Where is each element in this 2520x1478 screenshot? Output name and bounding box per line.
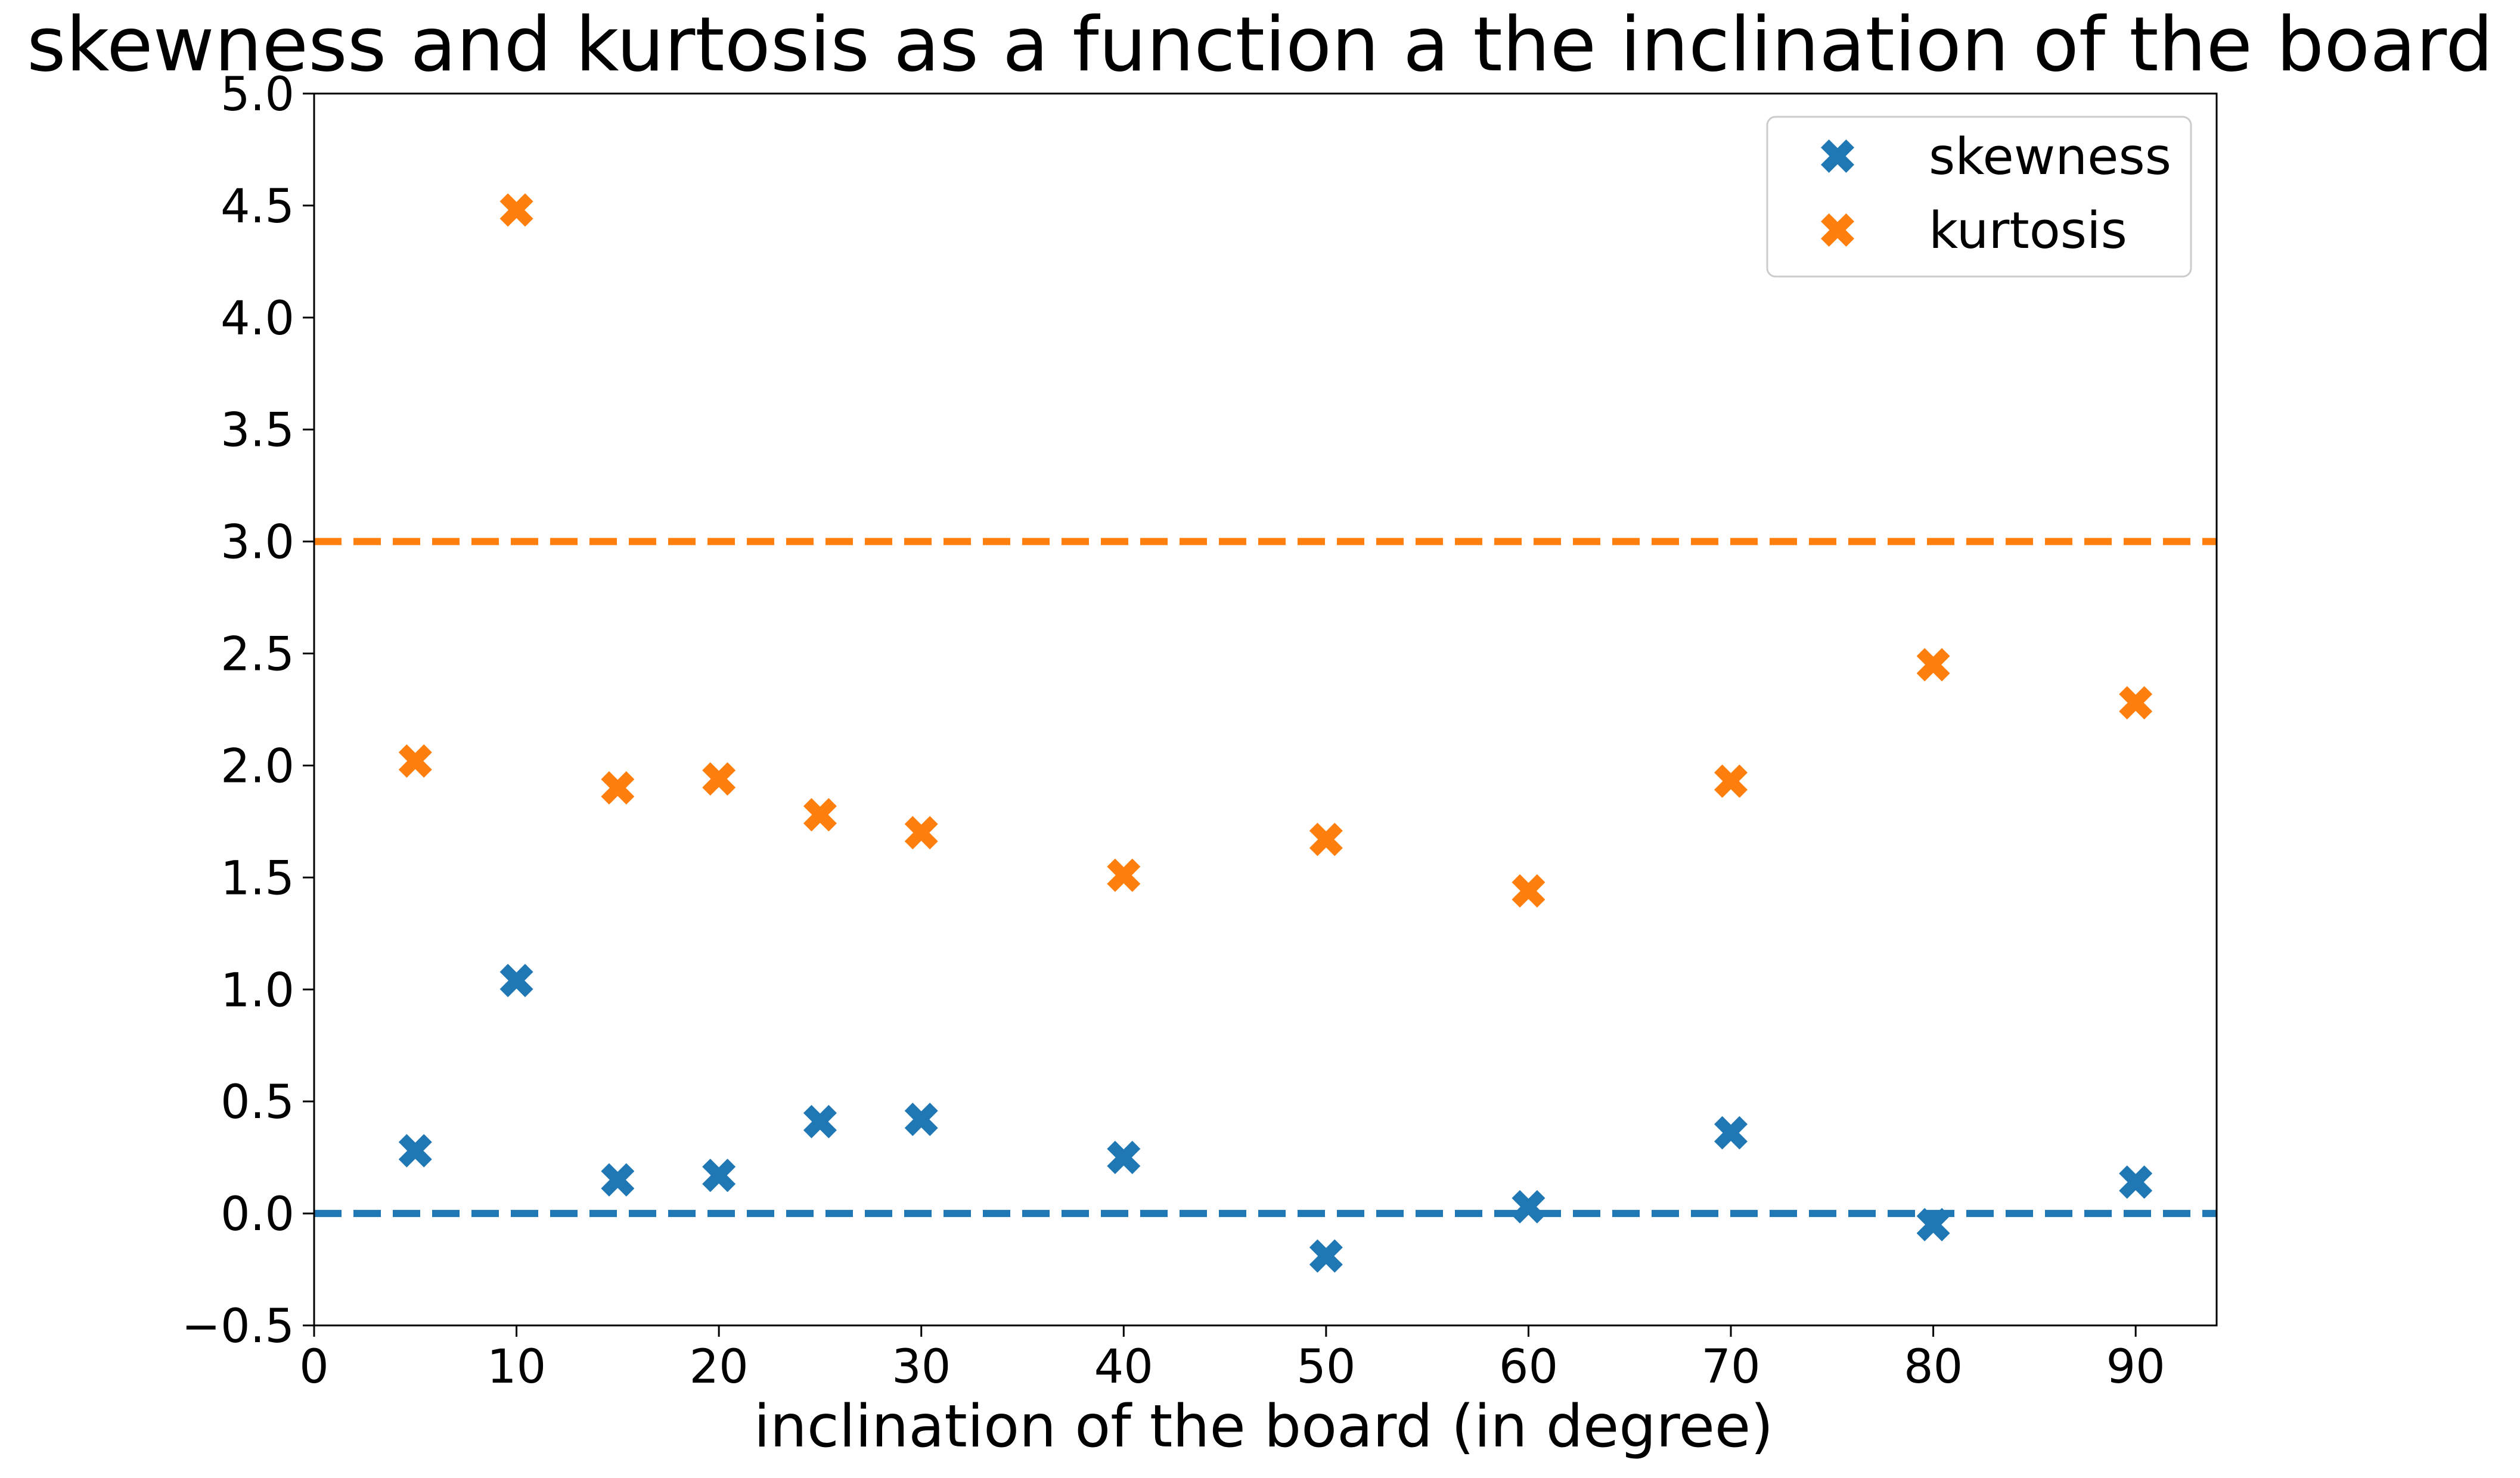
skewness-point-bar-b [904, 1103, 938, 1137]
y-tick-label: 1.5 [221, 852, 294, 905]
kurtosis-point-bar-b [1512, 874, 1545, 908]
skewness-point-bar-b [1107, 1141, 1141, 1175]
y-tick-label: −0.5 [182, 1300, 294, 1353]
y-tick-label: 2.0 [221, 740, 294, 793]
kurtosis-point-bar-b [1714, 764, 1748, 798]
kurtosis-point [1107, 858, 1141, 892]
skewness-point-bar-b [601, 1163, 635, 1197]
kurtosis-point [702, 762, 736, 796]
skewness-point-bar-b [702, 1159, 736, 1193]
legend-label-skewness: skewness [1929, 128, 2171, 187]
kurtosis-point-bar-b [904, 816, 938, 850]
legend-marker-skewness-bar-b [1820, 139, 1855, 173]
x-tick-label: 70 [1701, 1340, 1760, 1394]
skewness-point [1309, 1239, 1343, 1273]
skewness-point [2119, 1165, 2153, 1199]
kurtosis-point [2119, 686, 2153, 720]
skewness-point [904, 1103, 938, 1137]
x-tick-label: 0 [299, 1340, 329, 1394]
kurtosis-point-bar-b [1916, 648, 1950, 682]
kurtosis-point [499, 193, 533, 227]
skewness-point-bar-b [2119, 1165, 2153, 1199]
legend-item-kurtosis: kurtosis [1820, 201, 2127, 260]
skewness-point [702, 1159, 736, 1193]
kurtosis-point [904, 816, 938, 850]
legend-marker-skewness [1820, 139, 1855, 173]
legend-marker-kurtosis [1820, 213, 1855, 247]
x-tick-label: 50 [1296, 1340, 1355, 1394]
x-tick-label: 90 [2106, 1340, 2165, 1394]
x-tick-label: 40 [1094, 1340, 1153, 1394]
x-tick-label: 10 [487, 1340, 546, 1394]
skewness-point [1916, 1207, 1950, 1241]
x-tick-label: 60 [1499, 1340, 1558, 1394]
legend-item-skewness: skewness [1820, 128, 2171, 187]
y-tick-label: 0.5 [221, 1076, 294, 1129]
kurtosis-point [1512, 874, 1545, 908]
kurtosis-point-bar-b [1107, 858, 1141, 892]
kurtosis-point [601, 771, 635, 805]
x-tick-label: 20 [690, 1340, 749, 1394]
kurtosis-point-bar-b [803, 798, 837, 832]
skewness-point-bar-b [803, 1105, 837, 1139]
skewness-point-bar-b [1309, 1239, 1343, 1273]
skewness-point [803, 1105, 837, 1139]
legend-box [1766, 116, 2192, 278]
skewness-point-bar-b [1512, 1190, 1545, 1224]
kurtosis-point-bar-b [1309, 822, 1343, 856]
skewness-point [398, 1134, 432, 1168]
legend-label-kurtosis: kurtosis [1929, 201, 2127, 260]
y-tick-label: 3.0 [221, 516, 294, 570]
y-tick-label: 2.5 [221, 628, 294, 682]
skewness-point-bar-b [1714, 1116, 1748, 1150]
kurtosis-point-bar-b [601, 771, 635, 805]
x-axis-label: inclination of the board (in degree) [754, 1393, 1774, 1461]
kurtosis-point-bar-b [702, 762, 736, 796]
skewness-point [499, 964, 533, 998]
kurtosis-point-bar-b [499, 193, 533, 227]
skewness-point-bar-b [1916, 1207, 1950, 1241]
kurtosis-point [398, 744, 432, 778]
skewness-point [1714, 1116, 1748, 1150]
skewness-point [601, 1163, 635, 1197]
legend: skewness kurtosis [1766, 116, 2192, 278]
y-tick-label: 4.5 [221, 180, 294, 234]
x-tick-label: 80 [1904, 1340, 1963, 1394]
skewness-point [1512, 1190, 1545, 1224]
plot-frame [313, 92, 2218, 1327]
kurtosis-point [1916, 648, 1950, 682]
skewness-point-bar-b [499, 964, 533, 998]
kurtosis-point [803, 798, 837, 832]
kurtosis-point [1714, 764, 1748, 798]
y-tick-label: 3.5 [221, 404, 294, 458]
kurtosis-point-bar-b [398, 744, 432, 778]
legend-marker-kurtosis-bar-b [1820, 213, 1855, 247]
kurtosis-point [1309, 822, 1343, 856]
skewness-point [1107, 1141, 1141, 1175]
skewness-point-bar-b [398, 1134, 432, 1168]
x-tick-label: 30 [892, 1340, 951, 1394]
y-tick-label: 1.0 [221, 964, 294, 1017]
y-tick-label: 5.0 [221, 68, 294, 122]
y-tick-label: 4.0 [221, 292, 294, 346]
kurtosis-point-bar-b [2119, 686, 2153, 720]
y-tick-label: 0.0 [221, 1188, 294, 1241]
chart-title: skewness and kurtosis as a function a th… [27, 1, 2493, 88]
